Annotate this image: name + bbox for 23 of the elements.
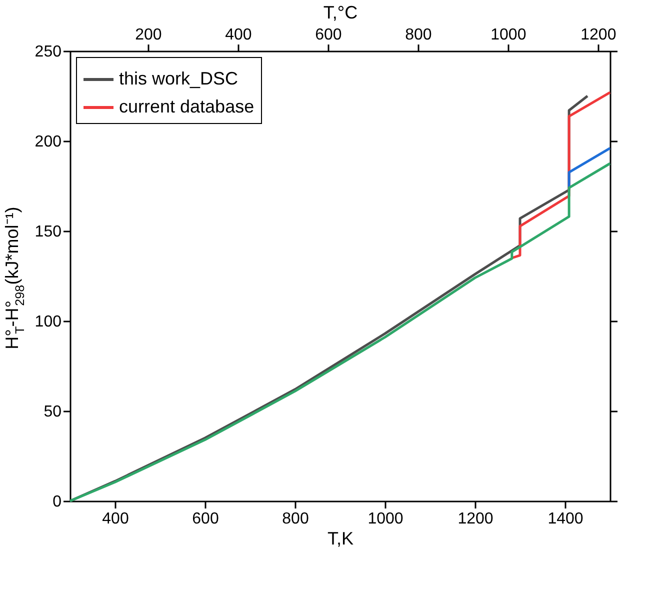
y-tick-label: 0 [52,494,62,510]
x2-tick-label: 400 [225,26,252,44]
legend-label: this work_DSC [119,68,238,88]
x-tick-label: 1000 [368,510,404,528]
x-axis-title: T,K [327,528,354,548]
x2-axis-title: T,°C [323,2,358,22]
x-tick-label: 1400 [548,510,584,528]
x2-tick-label: 200 [135,26,162,44]
x-tick-label: 800 [282,510,309,528]
y-axis-title: H°T-H°298(kJ*mol⁻¹) [2,206,27,350]
x2-tick-label: 600 [315,26,342,44]
x2-tick-label: 1000 [490,26,526,44]
x-tick-label: 1200 [458,510,494,528]
y-tick-label: 200 [34,134,62,150]
y-tick-label: 50 [44,404,62,420]
legend-label: current database [119,96,254,116]
y-tick-label: 250 [34,44,62,60]
x2-tick-label: 800 [405,26,432,44]
x-tick-label: 400 [102,510,129,528]
x2-tick-label: 1200 [580,26,616,44]
x-tick-label: 600 [192,510,219,528]
y-tick-label: 150 [34,224,62,240]
y-tick-label: 100 [34,314,62,330]
